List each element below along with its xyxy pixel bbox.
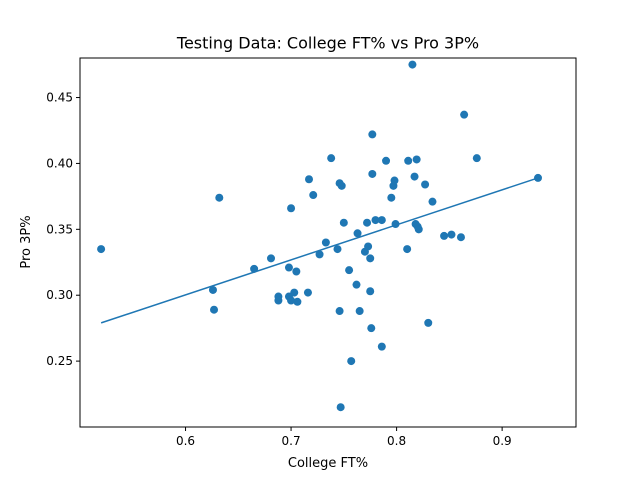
data-point — [410, 172, 419, 181]
data-point — [284, 263, 293, 272]
data-point — [353, 229, 362, 238]
data-point — [428, 197, 437, 206]
data-point — [352, 280, 361, 289]
y-tick-label: 0.30 — [46, 288, 73, 302]
x-axis: 0.6 0.7 0.8 0.9 — [176, 427, 512, 448]
x-tick-label: 0.9 — [493, 434, 512, 448]
x-tick-label: 0.6 — [176, 434, 195, 448]
data-point — [472, 154, 481, 163]
data-point — [368, 169, 377, 178]
data-point — [335, 307, 344, 316]
data-point — [336, 403, 345, 412]
data-point — [287, 204, 296, 213]
data-point — [210, 305, 219, 314]
data-point — [292, 267, 301, 276]
data-point — [293, 297, 302, 306]
x-tick-label: 0.7 — [282, 434, 301, 448]
data-point — [315, 250, 324, 259]
data-point — [408, 60, 417, 69]
data-point — [368, 130, 377, 139]
data-point — [321, 238, 330, 247]
data-point — [456, 233, 465, 242]
y-tick-label: 0.45 — [46, 91, 73, 105]
data-point — [97, 245, 106, 254]
y-axis: 0.25 0.30 0.35 0.40 0.45 — [46, 91, 80, 368]
data-point — [290, 288, 299, 297]
data-point — [339, 218, 348, 227]
data-point — [309, 191, 318, 200]
y-tick-label: 0.40 — [46, 156, 73, 170]
data-point — [208, 285, 217, 294]
data-point — [366, 254, 375, 263]
data-point — [403, 245, 412, 254]
data-point — [377, 216, 386, 225]
data-point — [424, 318, 433, 327]
data-point — [347, 357, 356, 366]
data-point — [305, 175, 314, 184]
data-point — [377, 342, 386, 351]
y-axis-label: Pro 3P% — [19, 215, 34, 268]
data-point — [274, 296, 283, 305]
data-point — [421, 180, 430, 189]
data-point — [460, 110, 469, 119]
data-point — [267, 254, 276, 263]
data-point — [363, 218, 372, 227]
data-point — [366, 287, 375, 296]
plot-frame — [79, 57, 577, 428]
data-point — [382, 156, 391, 165]
data-point — [414, 225, 423, 234]
chart-title: Testing Data: College FT% vs Pro 3P% — [176, 34, 479, 53]
data-point — [337, 181, 346, 190]
data-point — [364, 242, 373, 251]
data-point — [367, 324, 376, 333]
data-point — [404, 156, 413, 165]
y-tick-label: 0.35 — [46, 222, 73, 236]
trend-line — [100, 177, 539, 324]
plot-area — [97, 60, 543, 412]
data-point — [390, 176, 399, 185]
data-point — [371, 216, 380, 225]
data-point — [333, 245, 342, 254]
data-point — [327, 154, 336, 163]
data-point — [303, 288, 312, 297]
data-point — [287, 296, 296, 305]
data-point — [215, 193, 224, 202]
data-point — [440, 231, 449, 240]
x-axis-label: College FT% — [288, 456, 368, 471]
y-tick-label: 0.25 — [46, 354, 73, 368]
data-point — [387, 193, 396, 202]
data-point — [355, 307, 364, 316]
data-point — [412, 155, 421, 164]
data-point — [447, 230, 456, 239]
x-tick-label: 0.8 — [387, 434, 406, 448]
data-point — [345, 266, 354, 275]
